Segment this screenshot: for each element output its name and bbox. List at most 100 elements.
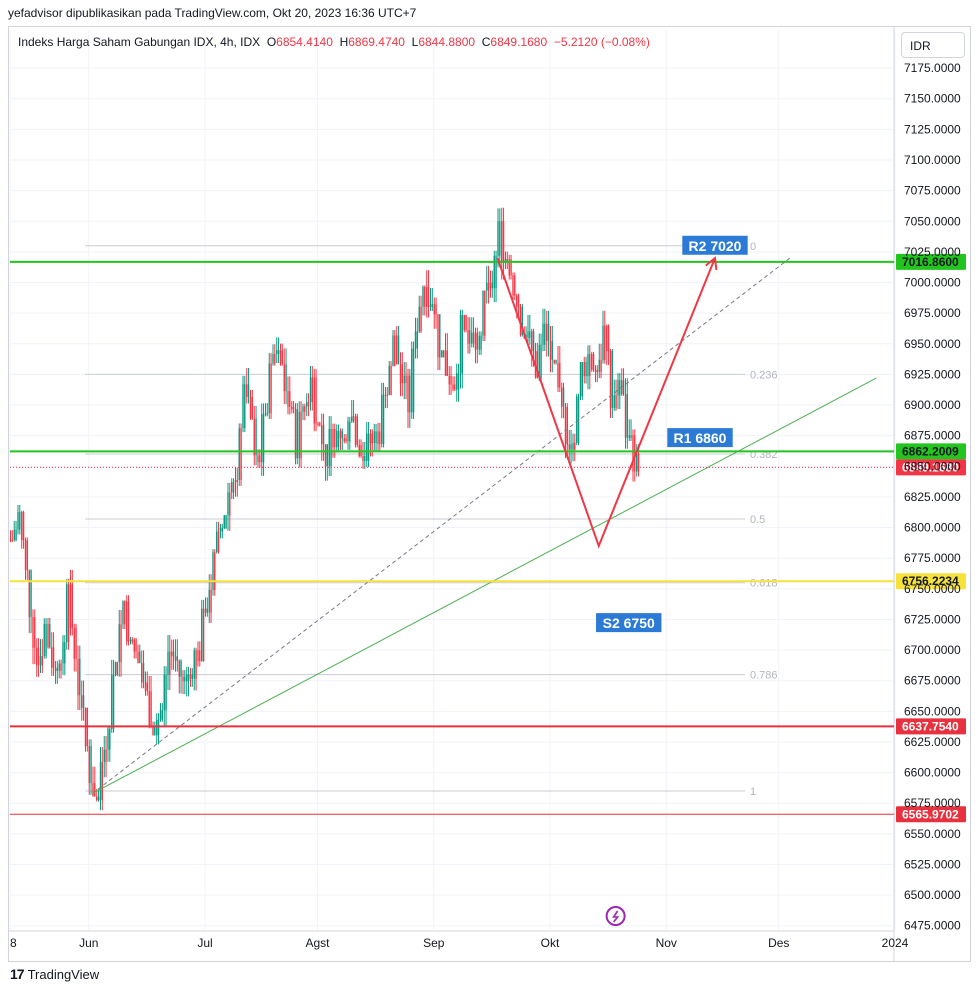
candle-body [186, 674, 188, 682]
candle-body [577, 396, 580, 443]
candle-body [321, 425, 323, 445]
candle-body [234, 480, 237, 483]
candle-body [62, 642, 64, 664]
candle-body [238, 428, 240, 481]
price-axis-tick: 7025.0000 [904, 245, 961, 259]
candle-body [94, 783, 96, 797]
candle-body [92, 783, 94, 797]
currency-button[interactable]: IDR [901, 32, 965, 58]
fib-level-label: 0.236 [750, 369, 778, 381]
candle-body [13, 529, 15, 541]
fib-level-label: 1 [750, 786, 756, 798]
candle-body [444, 350, 447, 376]
candle-body [137, 651, 139, 664]
bolt-icon [612, 910, 620, 923]
candle-body [619, 380, 621, 396]
candle-body [497, 221, 499, 256]
candle-body [634, 435, 636, 472]
candle-body [529, 331, 531, 338]
candle-body [367, 433, 370, 461]
candle-body [401, 364, 403, 384]
time-axis-tick: Nov [656, 936, 677, 950]
candle-body [486, 282, 488, 291]
candle-body [217, 531, 220, 553]
candle-body [454, 384, 456, 390]
price-axis-tick: 7075.0000 [904, 184, 961, 198]
candle-body [540, 344, 542, 378]
candle-body [73, 627, 75, 659]
candle-body [221, 528, 223, 532]
candle-body [268, 363, 270, 414]
candle-body [189, 674, 192, 679]
candle-body [212, 552, 214, 590]
candle-body [551, 341, 553, 360]
candle-body [112, 674, 115, 729]
candle-body [351, 416, 353, 422]
candle-body [352, 416, 355, 422]
candle-body [58, 663, 60, 671]
price-axis-tick: 7125.0000 [904, 122, 961, 136]
candle-body [105, 749, 107, 762]
candle-body [210, 589, 212, 613]
candle-body [405, 375, 407, 384]
candle-body [45, 623, 47, 657]
price-axis-tick: 7150.0000 [904, 92, 961, 106]
candle-body [274, 353, 276, 364]
candle-body [156, 719, 158, 736]
candle-body [304, 406, 306, 412]
candle-body [555, 359, 557, 363]
candle-body [381, 394, 383, 444]
candle-body [154, 726, 156, 736]
candle-body [139, 651, 141, 664]
candle-body [204, 608, 207, 613]
annotation-label-box [596, 613, 662, 633]
candle-body [542, 323, 544, 345]
candle-body [336, 430, 338, 448]
price-axis-tick: 7000.0000 [904, 276, 961, 290]
price-axis-tick: 7050.0000 [904, 214, 961, 228]
candle-body [394, 335, 396, 366]
candle-body [232, 482, 235, 493]
candle-body [611, 350, 613, 409]
price-level-value: 6637.7540 [902, 719, 959, 733]
candle-body [202, 608, 205, 662]
candle-body [82, 695, 85, 708]
price-axis-tick: 6950.0000 [904, 337, 961, 351]
candle-body [255, 418, 257, 456]
candle-body [163, 674, 165, 711]
candle-body [253, 418, 255, 456]
brand-label: TradingView [27, 966, 100, 982]
candle-body [28, 570, 30, 618]
candle-body [403, 375, 405, 384]
price-axis-tick: 6900.0000 [904, 398, 961, 412]
candle-body [197, 650, 199, 662]
candle-body [259, 455, 261, 463]
time-axis-tick: Des [768, 936, 789, 950]
candle-body [439, 314, 441, 358]
candle-body [506, 259, 508, 263]
candle-body [596, 369, 598, 373]
candle-body [426, 286, 428, 307]
candle-body [146, 682, 148, 692]
candle-body [591, 354, 593, 370]
candle-body [414, 331, 417, 349]
candle-body [424, 286, 426, 307]
candle-body [476, 332, 478, 350]
candle-body [306, 402, 308, 407]
candle-body [416, 331, 418, 349]
candle-body [206, 608, 208, 613]
candle-body [279, 350, 282, 365]
projection-arrowhead [705, 256, 718, 271]
candle-body [465, 315, 467, 331]
candle-body [491, 282, 493, 289]
candle-body [129, 639, 132, 642]
candle-body [502, 221, 505, 263]
candle-body [499, 221, 501, 256]
candle-body [581, 362, 583, 397]
candle-body [169, 651, 171, 675]
tradingview-logo-icon: 17 [10, 966, 25, 982]
candle-body [122, 601, 124, 625]
event-marker-icon [605, 906, 626, 926]
candle-body [617, 380, 619, 396]
